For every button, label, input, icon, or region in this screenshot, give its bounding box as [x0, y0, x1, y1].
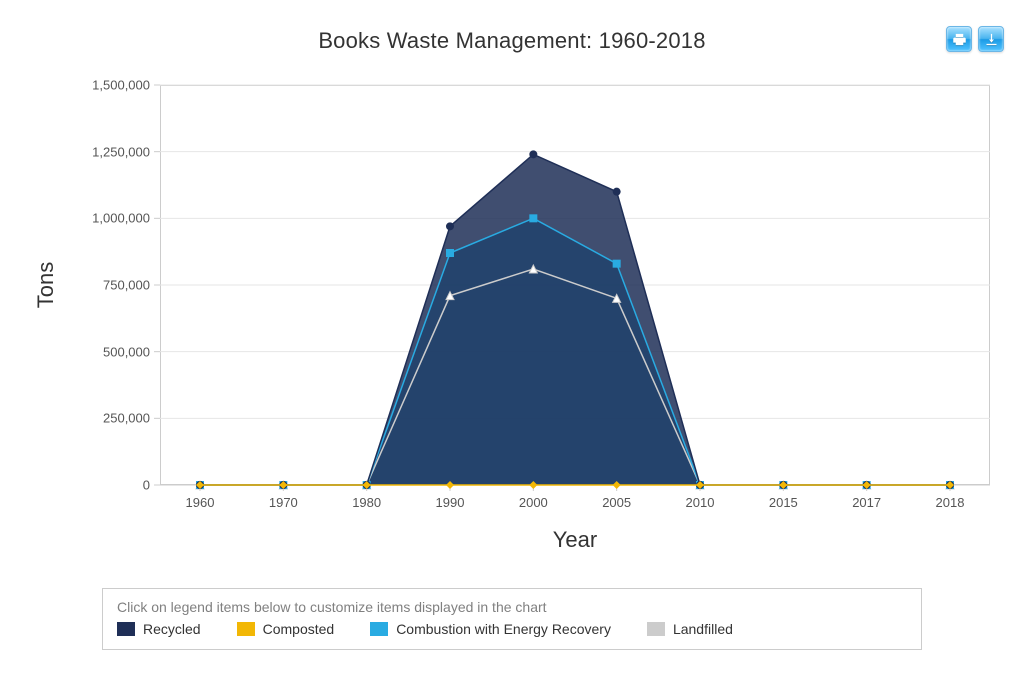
- chart-toolbar: [946, 26, 1004, 52]
- y-tick-label: 1,000,000: [20, 211, 150, 226]
- y-tick-label: 500,000: [20, 344, 150, 359]
- print-icon: [952, 32, 967, 47]
- chart-title: Books Waste Management: 1960-2018: [20, 10, 1004, 54]
- download-button[interactable]: [978, 26, 1004, 52]
- data-marker[interactable]: [613, 260, 621, 268]
- x-tick-label: 2018: [936, 485, 965, 510]
- plot-frame: TonsYear0250,000500,000750,0001,000,0001…: [20, 60, 1004, 552]
- chart-container: Books Waste Management: 1960-2018 TonsYe…: [20, 10, 1004, 650]
- legend-swatch: [370, 622, 388, 636]
- x-tick-label: 2015: [769, 485, 798, 510]
- legend-label: Composted: [263, 621, 335, 637]
- legend-label: Recycled: [143, 621, 201, 637]
- data-marker[interactable]: [613, 188, 621, 196]
- legend: Click on legend items below to customize…: [102, 588, 922, 650]
- x-tick-label: 1970: [269, 485, 298, 510]
- data-marker[interactable]: [529, 150, 537, 158]
- legend-item-composted[interactable]: Composted: [237, 621, 335, 637]
- print-button[interactable]: [946, 26, 972, 52]
- plot-svg: [160, 85, 990, 485]
- area-recycled: [200, 154, 950, 485]
- legend-item-combustion-with-energy-recovery[interactable]: Combustion with Energy Recovery: [370, 621, 611, 637]
- x-tick-label: 2005: [602, 485, 631, 510]
- x-tick-label: 2000: [519, 485, 548, 510]
- y-tick-label: 1,500,000: [20, 78, 150, 93]
- legend-swatch: [647, 622, 665, 636]
- x-tick-label: 1960: [186, 485, 215, 510]
- y-tick-label: 1,250,000: [20, 144, 150, 159]
- x-tick-label: 1990: [436, 485, 465, 510]
- legend-items: Recycled Composted Combustion with Energy …: [117, 621, 907, 637]
- legend-hint: Click on legend items below to customize…: [117, 599, 907, 615]
- legend-item-recycled[interactable]: Recycled: [117, 621, 201, 637]
- legend-swatch: [117, 622, 135, 636]
- y-tick-label: 250,000: [20, 411, 150, 426]
- title-row: Books Waste Management: 1960-2018: [20, 10, 1004, 60]
- y-tick-label: 750,000: [20, 278, 150, 293]
- data-marker[interactable]: [446, 249, 454, 257]
- data-marker[interactable]: [446, 222, 454, 230]
- legend-swatch: [237, 622, 255, 636]
- download-icon: [984, 32, 999, 47]
- legend-item-landfilled[interactable]: Landfilled: [647, 621, 733, 637]
- legend-label: Landfilled: [673, 621, 733, 637]
- x-tick-label: 2010: [686, 485, 715, 510]
- x-axis-title: Year: [553, 527, 597, 553]
- legend-label: Combustion with Energy Recovery: [396, 621, 611, 637]
- y-tick-label: 0: [20, 478, 150, 493]
- x-tick-label: 2017: [852, 485, 881, 510]
- x-tick-label: 1980: [352, 485, 381, 510]
- data-marker[interactable]: [529, 214, 537, 222]
